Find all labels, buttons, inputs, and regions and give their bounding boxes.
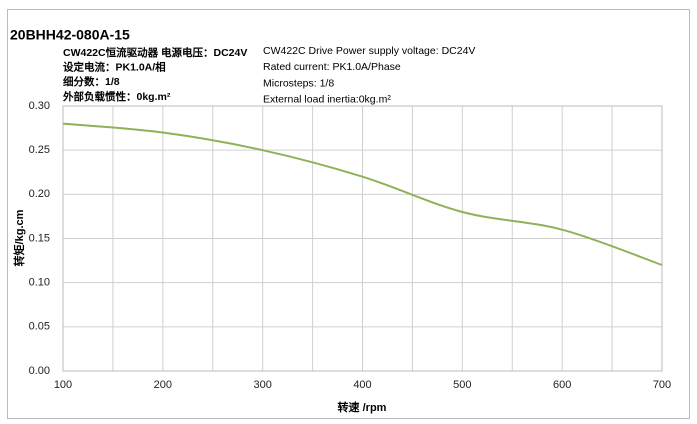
annotation: Rated current: PK1.0A/Phase: [263, 61, 401, 73]
annotations: CW422C恒流驱动器 电源电压：DC24V设定电流：PK1.0A/相细分数：1…: [62, 45, 475, 106]
frame: [7, 9, 690, 419]
annotation: CW422C Drive Power supply voltage: DC24V: [263, 45, 475, 57]
y-tick-label: 0.20: [29, 188, 50, 200]
plot-border: [62, 105, 663, 372]
annotation: 外部负载惯性：0kg.m²: [62, 90, 171, 103]
x-tick-label: 200: [154, 379, 172, 391]
y-tick-label: 0.00: [29, 365, 50, 377]
y-tick-label: 0.10: [29, 277, 50, 289]
x-tick-label: 700: [653, 379, 671, 391]
x-tick-label: 400: [353, 379, 371, 391]
line-series: [62, 122, 663, 266]
y-tick-label: 0.25: [29, 144, 50, 156]
annotation: 细分数：1/8: [63, 75, 120, 88]
annotation: CW422C恒流驱动器 电源电压：DC24V: [63, 46, 247, 59]
annotation: External load inertia:0kg.m²: [263, 94, 391, 106]
x-tick-label: 300: [253, 379, 271, 391]
annotation: 设定电流：PK1.0A/相: [63, 60, 166, 73]
x-tick-label: 600: [553, 379, 571, 391]
y-axis-label: 转矩/kg.cm: [12, 209, 26, 266]
chart-title: 20BHH42-080A-15: [10, 27, 130, 43]
x-tick-label: 500: [453, 379, 471, 391]
x-tick-label: 100: [54, 379, 72, 391]
y-tick-label: 0.05: [29, 321, 50, 333]
annotation: Microsteps: 1/8: [263, 77, 334, 89]
y-tick-label: 0.30: [29, 100, 50, 112]
y-tick-label: 0.15: [29, 232, 50, 244]
x-axis-label: 转速 /rpm: [338, 400, 387, 414]
